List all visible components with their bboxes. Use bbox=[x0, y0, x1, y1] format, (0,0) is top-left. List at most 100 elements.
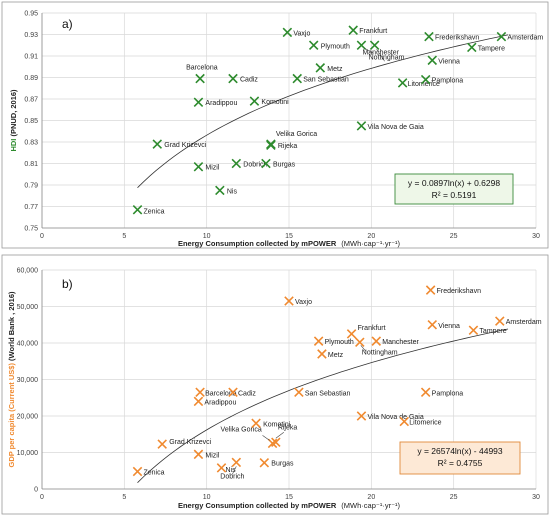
x-tick-label: 15 bbox=[285, 494, 293, 501]
label-leader-line bbox=[275, 432, 285, 439]
point-label: San Sebastian bbox=[305, 390, 351, 397]
label-leader-line bbox=[360, 345, 367, 352]
data-point-mizil: Mizil bbox=[193, 161, 220, 172]
y-tick-label: 20,000 bbox=[17, 414, 39, 421]
trend-r-squared: R² = 0.5191 bbox=[432, 190, 477, 200]
point-label: Plymouth bbox=[321, 43, 350, 50]
point-marker bbox=[496, 31, 507, 42]
label-leader-line bbox=[376, 49, 385, 62]
point-label: Barcelona bbox=[186, 65, 218, 72]
point-marker bbox=[292, 73, 302, 84]
point-marker bbox=[427, 319, 438, 330]
data-point-velika-gorica: Velika Gorica bbox=[221, 426, 278, 449]
point-marker bbox=[231, 457, 242, 468]
data-point-vaxjo: Vaxjo bbox=[282, 27, 310, 37]
data-point-cadiz: Cadiz bbox=[228, 387, 256, 397]
point-marker bbox=[193, 97, 204, 107]
point-label: Velika Gorica bbox=[276, 131, 317, 138]
data-point-cadiz: Cadiz bbox=[228, 73, 258, 84]
trend-line bbox=[137, 328, 509, 484]
point-label: Vienna bbox=[438, 58, 460, 65]
point-label: Litomerice bbox=[408, 81, 440, 88]
point-marker bbox=[266, 140, 276, 150]
point-marker bbox=[261, 158, 271, 169]
data-point-tampere: Tampere bbox=[467, 42, 505, 52]
y-tick-label: 0.81 bbox=[24, 161, 38, 168]
data-point-plymouth: Plymouth bbox=[313, 336, 354, 346]
data-point-pamplona: Pamplona bbox=[420, 74, 463, 85]
data-point-vienna: Vienna bbox=[427, 319, 460, 330]
point-marker bbox=[193, 449, 204, 460]
y-tick-label: 0 bbox=[34, 487, 38, 494]
point-label: Zenica bbox=[144, 209, 165, 216]
point-marker bbox=[468, 325, 479, 335]
point-label: Aradippou bbox=[204, 399, 236, 406]
data-point-frederikshavn: Frederikshavn bbox=[424, 31, 479, 42]
point-marker bbox=[132, 466, 143, 477]
point-label: Rijeka bbox=[278, 424, 298, 431]
data-point-komotini: Komotini bbox=[249, 96, 289, 106]
y-tick-label: 10,000 bbox=[17, 450, 39, 457]
point-marker bbox=[259, 457, 270, 468]
point-marker bbox=[249, 96, 260, 106]
data-point-vila-nova-de-gaia: Vila Nova de Gaia bbox=[356, 411, 424, 421]
point-label: Frankfurt bbox=[358, 325, 386, 332]
data-point-plymouth: Plymouth bbox=[308, 40, 350, 51]
data-point-metz: Metz bbox=[317, 349, 344, 359]
y-tick-label: 30,000 bbox=[17, 377, 39, 384]
data-point-zenica: Zenica bbox=[132, 204, 165, 216]
point-marker bbox=[348, 25, 358, 35]
point-marker bbox=[346, 329, 357, 339]
point-label: Grad Krizevci bbox=[169, 439, 211, 446]
data-point-tampere: Tampere bbox=[468, 325, 507, 335]
data-point-frankfurt: Frankfurt bbox=[346, 325, 386, 339]
data-point-mizil: Mizil bbox=[193, 449, 220, 460]
y-tick-label: 40,000 bbox=[17, 341, 39, 348]
point-label: Burgas bbox=[273, 162, 296, 169]
point-label: Aradippou bbox=[205, 100, 237, 107]
data-point-nis: Nis bbox=[215, 185, 237, 195]
label-leader-line bbox=[262, 435, 270, 441]
x-tick-label: 25 bbox=[450, 233, 458, 240]
x-axis-label-units: (MWh·cap⁻¹·yr⁻¹) bbox=[341, 239, 400, 248]
x-tick-label: 0 bbox=[40, 233, 44, 240]
data-point-nottingham: Nottingham bbox=[355, 337, 398, 356]
y-tick-label: 0.93 bbox=[24, 32, 38, 39]
y-tick-label: 60,000 bbox=[17, 268, 39, 275]
y-tick-label: 0.75 bbox=[24, 226, 38, 233]
data-point-rijeka: Rijeka bbox=[271, 424, 298, 448]
y-tick-label: 0.87 bbox=[24, 97, 38, 104]
point-marker bbox=[308, 40, 319, 51]
data-point-metz: Metz bbox=[315, 63, 343, 73]
y-axis-label: HDI (PNUD, 2016) bbox=[9, 89, 18, 152]
point-label: Burgas bbox=[271, 461, 294, 468]
point-marker bbox=[397, 78, 408, 88]
point-label: Pamplona bbox=[432, 390, 464, 397]
point-label: Vaxjo bbox=[293, 30, 310, 37]
point-label: Cadiz bbox=[238, 390, 256, 397]
data-point-aradippou: Aradippou bbox=[193, 97, 237, 107]
point-marker bbox=[356, 121, 367, 131]
x-tick-label: 5 bbox=[122, 494, 126, 501]
point-label: Mizil bbox=[205, 452, 219, 459]
equation-box bbox=[394, 173, 514, 205]
data-point-vaxjo: Vaxjo bbox=[284, 296, 312, 306]
point-label: Frederikshavn bbox=[437, 288, 481, 295]
label-leader-line bbox=[232, 466, 237, 475]
y-axis-label-source: (PNUD, 2016) bbox=[9, 89, 18, 139]
trend-r-squared: R² = 0.4755 bbox=[438, 458, 483, 468]
point-label: Nis bbox=[225, 467, 236, 474]
y-tick-label: 50,000 bbox=[17, 304, 39, 311]
y-axis-label-main: HDI bbox=[9, 139, 18, 152]
panel-frame bbox=[1, 1, 549, 249]
point-label: Vila Nova de Gaia bbox=[367, 414, 423, 421]
chart-panel-b: 0 10,000 20,000 30,000 40,000 50,000 60,000 0 5 1… bbox=[1, 254, 549, 515]
point-label: Zenica bbox=[144, 469, 165, 476]
x-axis-label-main: Energy Consumption collected by mPOWER bbox=[178, 501, 337, 510]
x-axis-label: Energy Consumption collected by mPOWER (M… bbox=[178, 239, 401, 248]
data-point-litomerice: Litomerice bbox=[397, 78, 440, 88]
point-label: Dobrich bbox=[220, 473, 244, 480]
y-tick-label: 0.91 bbox=[24, 54, 38, 61]
trend-line bbox=[137, 34, 509, 188]
